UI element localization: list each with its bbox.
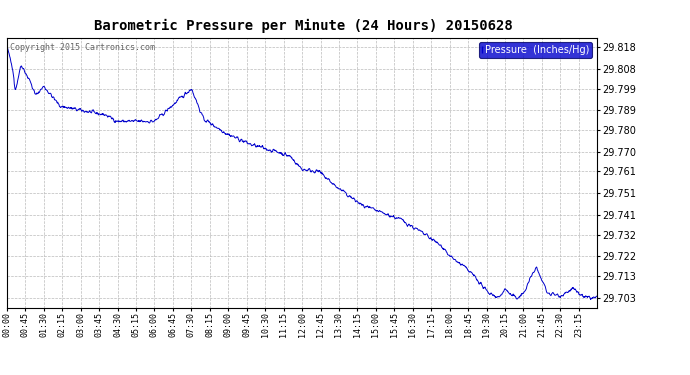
Text: Barometric Pressure per Minute (24 Hours) 20150628: Barometric Pressure per Minute (24 Hours… bbox=[95, 19, 513, 33]
Text: Copyright 2015 Cartronics.com: Copyright 2015 Cartronics.com bbox=[10, 43, 155, 52]
Legend: Pressure  (Inches/Hg): Pressure (Inches/Hg) bbox=[479, 42, 592, 58]
